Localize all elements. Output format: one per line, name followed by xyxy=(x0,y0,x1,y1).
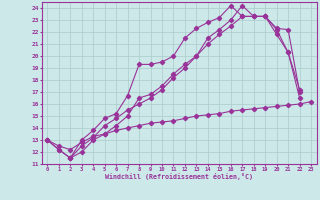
X-axis label: Windchill (Refroidissement éolien,°C): Windchill (Refroidissement éolien,°C) xyxy=(105,173,253,180)
